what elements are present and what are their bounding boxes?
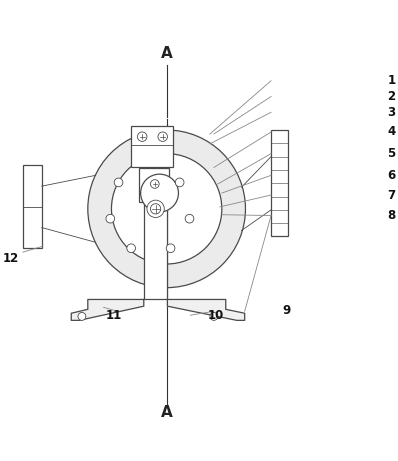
Circle shape [78, 313, 86, 320]
Circle shape [185, 214, 194, 223]
Text: A: A [161, 46, 172, 61]
Circle shape [175, 178, 184, 187]
Circle shape [210, 313, 218, 320]
Text: 1: 1 [387, 74, 396, 87]
Text: 11: 11 [105, 309, 121, 322]
Circle shape [140, 174, 178, 212]
Bar [144, 202, 168, 300]
Text: 7: 7 [387, 189, 396, 201]
Circle shape [158, 132, 168, 142]
Text: 6: 6 [387, 169, 396, 182]
Circle shape [166, 244, 175, 253]
Bar [271, 130, 288, 236]
Circle shape [150, 180, 159, 189]
Text: 3: 3 [387, 106, 396, 119]
Polygon shape [71, 300, 144, 320]
Circle shape [147, 200, 164, 218]
Circle shape [150, 204, 161, 214]
Text: 10: 10 [208, 309, 224, 322]
Circle shape [114, 178, 123, 187]
Text: 5: 5 [387, 147, 396, 160]
Polygon shape [168, 300, 245, 320]
Bar [139, 168, 169, 202]
Bar [131, 126, 173, 167]
Text: A: A [161, 405, 172, 420]
Text: 9: 9 [283, 304, 291, 317]
Circle shape [106, 214, 115, 223]
Circle shape [88, 130, 246, 288]
Text: 2: 2 [387, 90, 396, 103]
Text: 8: 8 [387, 209, 396, 222]
Text: 4: 4 [387, 125, 396, 138]
Circle shape [127, 244, 135, 253]
Bar [23, 165, 42, 248]
Text: 12: 12 [3, 252, 19, 265]
Circle shape [137, 132, 147, 142]
Circle shape [111, 154, 222, 264]
